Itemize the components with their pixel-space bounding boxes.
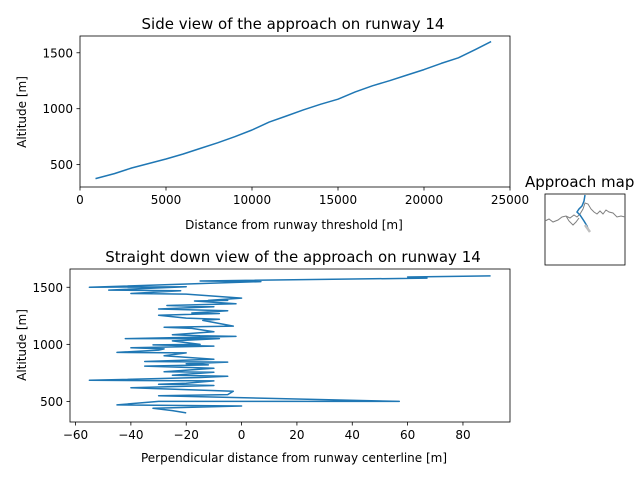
straight-down-view-x-axis-label: Perpendicular distance from runway cente… (141, 451, 447, 465)
straight-down-view-x-tick-label: −40 (118, 428, 143, 442)
straight-down-view-x-tick-label: −60 (63, 428, 88, 442)
side-view-series-line (95, 40, 492, 180)
straight-down-view-x-tick-label: 20 (289, 428, 304, 442)
side-view-y-tick-label: 1000 (42, 102, 73, 116)
side-view-y-tick-label: 1500 (42, 46, 73, 60)
approach-map-coastline (544, 202, 626, 226)
straight-down-view-x-tick-label: 60 (400, 428, 415, 442)
side-view-plot-frame (79, 35, 511, 188)
side-view-x-tick-label: 10000 (233, 193, 271, 207)
approach-map-inset: Approach map (525, 173, 634, 266)
side-view-chart: Side view of the approach on runway 14 0… (15, 15, 529, 232)
side-view-y-tick-label: 500 (50, 158, 73, 172)
straight-down-view-x-tick-label: 80 (455, 428, 470, 442)
side-view-x-tick-label: 0 (76, 193, 84, 207)
side-view-x-tick-label: 20000 (405, 193, 443, 207)
straight-down-view-series-line (88, 275, 491, 414)
straight-down-view-x-tick-label: 40 (345, 428, 360, 442)
side-view-x-tick-label: 25000 (491, 193, 529, 207)
straight-down-view-y-axis-label: Altitude [m] (15, 309, 29, 381)
approach-map-frame (544, 193, 626, 266)
side-view-title: Side view of the approach on runway 14 (142, 15, 445, 33)
straight-down-view-title: Straight down view of the approach on ru… (105, 248, 481, 266)
side-view-x-axis-label: Distance from runway threshold [m] (185, 218, 403, 232)
side-view-x-tick-label: 5000 (151, 193, 182, 207)
approach-map-runway (583, 224, 592, 233)
straight-down-view-x-tick-label: −20 (174, 428, 199, 442)
straight-down-view-y-tick-label: 500 (40, 395, 63, 409)
side-view-x-tick-label: 15000 (319, 193, 357, 207)
straight-down-view-y-tick-label: 1000 (32, 338, 63, 352)
straight-down-view-y-tick-label: 1500 (32, 281, 63, 295)
approach-map-title: Approach map (525, 173, 634, 191)
side-view-y-axis-label: Altitude [m] (15, 76, 29, 148)
straight-down-view-plot-frame (69, 268, 511, 423)
straight-down-view-x-tick-label: 0 (238, 428, 246, 442)
straight-down-view-chart: Straight down view of the approach on ru… (15, 248, 511, 465)
